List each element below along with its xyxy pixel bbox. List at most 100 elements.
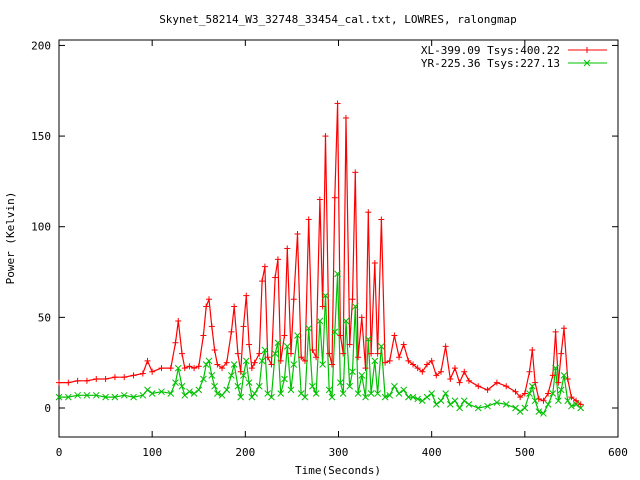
data-point-xl xyxy=(419,368,426,375)
data-point-xl xyxy=(298,354,305,361)
data-point-xl xyxy=(532,379,539,386)
data-point-yr xyxy=(234,382,242,390)
data-point-xl xyxy=(149,368,156,375)
data-point-yr xyxy=(92,391,100,399)
data-point-yr xyxy=(560,372,568,379)
data-point-xl xyxy=(564,375,571,382)
data-point-yr xyxy=(190,390,198,397)
data-point-xl xyxy=(102,375,109,382)
data-point-xl xyxy=(386,357,393,364)
data-point-yr xyxy=(202,361,210,368)
y-tick-label: 50 xyxy=(38,311,51,324)
data-point-yr xyxy=(242,357,250,365)
data-point-xl xyxy=(521,390,528,397)
data-point-yr xyxy=(200,375,207,383)
data-point-xl xyxy=(178,350,185,357)
data-point-yr xyxy=(301,393,309,401)
data-point-yr xyxy=(228,372,235,379)
data-point-yr xyxy=(312,390,320,397)
data-point-xl xyxy=(433,372,440,379)
data-point-xl xyxy=(274,256,281,263)
data-point-yr xyxy=(223,386,231,394)
data-point-yr xyxy=(305,324,313,332)
data-point-xl xyxy=(111,374,118,381)
data-point-yr xyxy=(186,388,193,396)
data-point-xl xyxy=(214,361,221,368)
data-point-xl xyxy=(414,365,421,372)
data-point-xl xyxy=(428,357,435,364)
data-point-yr xyxy=(391,382,398,390)
data-point-xl xyxy=(374,350,381,357)
data-point-yr xyxy=(349,368,356,376)
data-point-xl xyxy=(228,328,235,335)
axis-ticks: 0 100 200 300 400 500 600 0 50 100 150 200 xyxy=(31,39,628,459)
data-point-yr xyxy=(261,346,269,354)
data-point-yr xyxy=(555,397,562,405)
data-point-yr xyxy=(181,391,189,399)
data-point-xl xyxy=(172,339,179,346)
data-point-xl xyxy=(158,365,165,372)
data-point-xl xyxy=(447,375,454,382)
data-point-yr xyxy=(521,404,529,412)
data-point-xl xyxy=(248,365,255,372)
data-point-xl xyxy=(121,374,128,381)
data-point-xl xyxy=(577,401,584,408)
data-point-yr xyxy=(358,372,366,379)
data-point-yr xyxy=(283,343,291,350)
data-point-yr xyxy=(130,393,137,401)
data-point-xl xyxy=(246,341,253,348)
data-point-xl xyxy=(493,379,500,386)
data-point-xl xyxy=(400,341,407,348)
data-point-yr xyxy=(174,364,182,372)
data-point-xl xyxy=(65,379,72,386)
data-point-yr xyxy=(493,399,501,406)
data-point-yr xyxy=(460,397,468,405)
data-point-xl xyxy=(301,357,308,364)
data-point-xl xyxy=(465,377,472,384)
data-point-xl xyxy=(326,350,333,357)
data-point-xl xyxy=(223,359,230,366)
data-point-yr xyxy=(294,332,301,339)
data-point-xl xyxy=(287,350,294,357)
data-point-xl xyxy=(549,372,556,379)
data-point-xl xyxy=(205,296,212,303)
data-point-xl xyxy=(203,303,210,310)
data-point-xl xyxy=(195,363,202,370)
data-point-xl xyxy=(268,361,275,368)
data-point-xl xyxy=(371,259,378,266)
data-point-xl xyxy=(442,343,449,350)
data-point-yr xyxy=(535,408,543,415)
y-tick-label: 200 xyxy=(31,39,51,52)
data-point-xl xyxy=(437,368,444,375)
data-point-yr xyxy=(158,388,165,396)
data-point-yr xyxy=(144,386,151,394)
data-point-yr xyxy=(205,357,213,365)
data-point-xl xyxy=(93,375,100,382)
data-point-yr xyxy=(484,402,491,410)
data-point-xl xyxy=(328,361,335,368)
data-point-yr xyxy=(172,379,179,386)
data-point-xl xyxy=(181,365,188,372)
data-point-xl xyxy=(56,379,62,386)
data-point-xl xyxy=(309,346,316,353)
data-point-yr xyxy=(237,393,245,401)
data-point-xl xyxy=(355,354,362,361)
data-point-yr xyxy=(208,372,216,379)
data-point-yr xyxy=(531,397,539,405)
data-point-yr xyxy=(281,375,288,383)
data-point-xl xyxy=(405,357,412,364)
data-point-xl xyxy=(526,368,533,375)
data-point-yr xyxy=(423,393,431,401)
data-point-xl xyxy=(186,363,193,370)
data-point-yr xyxy=(374,390,381,397)
data-point-yr xyxy=(400,386,408,394)
data-point-yr xyxy=(334,270,341,278)
legend-label-xl: XL-399.09 Tsys:400.22 xyxy=(421,44,560,57)
legend-marker-xl xyxy=(584,47,590,53)
data-point-xl xyxy=(256,350,263,357)
data-point-yr xyxy=(552,364,559,372)
data-point-xl xyxy=(281,332,288,339)
data-point-xl xyxy=(346,341,353,348)
legend: XL-399.09 Tsys:400.22 YR-225.36 Tsys:227… xyxy=(421,44,607,70)
